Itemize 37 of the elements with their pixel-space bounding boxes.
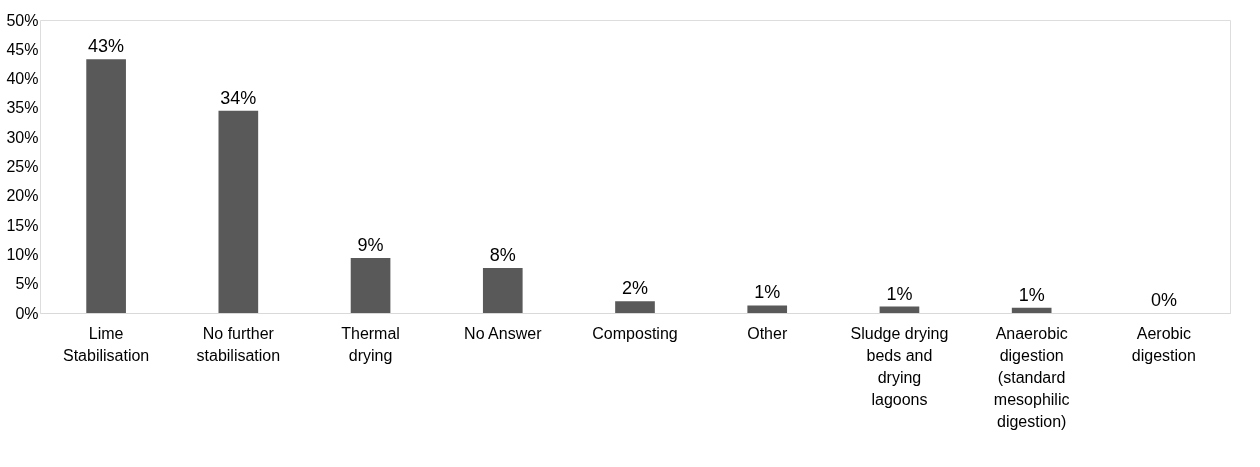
bar bbox=[218, 110, 259, 313]
x-tick-label: Composting bbox=[592, 324, 678, 342]
data-label: 2% bbox=[621, 278, 649, 299]
data-label: 43% bbox=[88, 36, 125, 57]
bar bbox=[350, 257, 391, 313]
x-tick-label: No Answer bbox=[464, 324, 543, 342]
y-tick-label: 0% bbox=[15, 304, 39, 322]
bar bbox=[482, 267, 523, 313]
data-label: 34% bbox=[220, 87, 257, 108]
y-tick-label: 35% bbox=[6, 99, 39, 117]
x-tick-label: Thermal drying bbox=[341, 324, 400, 364]
x-tick-label: Anaerobic digestion (standard mesophilic digestion) bbox=[993, 324, 1070, 430]
bar bbox=[747, 305, 788, 313]
bar bbox=[86, 59, 126, 313]
y-tick-label: 50% bbox=[6, 11, 39, 29]
y-tick-label: 30% bbox=[6, 128, 39, 146]
x-tick-label: Sludge drying beds and drying lagoons bbox=[850, 324, 949, 408]
data-label: 1% bbox=[754, 282, 781, 303]
bar bbox=[879, 306, 920, 313]
x-tick-label: Lime Stabilisation bbox=[62, 324, 150, 364]
y-tick-label: 20% bbox=[6, 187, 39, 205]
y-tick-label: 10% bbox=[6, 245, 39, 263]
x-tick-label: No further stabilisation bbox=[196, 324, 281, 364]
y-tick-label: 25% bbox=[6, 158, 39, 175]
y-tick-label: 45% bbox=[6, 40, 39, 58]
data-label: 1% bbox=[1018, 284, 1045, 305]
bar bbox=[615, 301, 655, 313]
x-tick-label: Other bbox=[747, 324, 788, 342]
bar bbox=[1011, 307, 1052, 313]
y-tick-label: 40% bbox=[6, 70, 39, 88]
data-label: 8% bbox=[489, 244, 516, 265]
y-tick-label: 5% bbox=[15, 275, 39, 293]
data-label: 1% bbox=[886, 283, 913, 304]
data-label: 0% bbox=[1150, 290, 1177, 310]
x-tick-label: Aerobic digestion bbox=[1131, 324, 1196, 364]
y-tick-label: 15% bbox=[6, 216, 39, 234]
data-label: 9% bbox=[357, 234, 384, 255]
